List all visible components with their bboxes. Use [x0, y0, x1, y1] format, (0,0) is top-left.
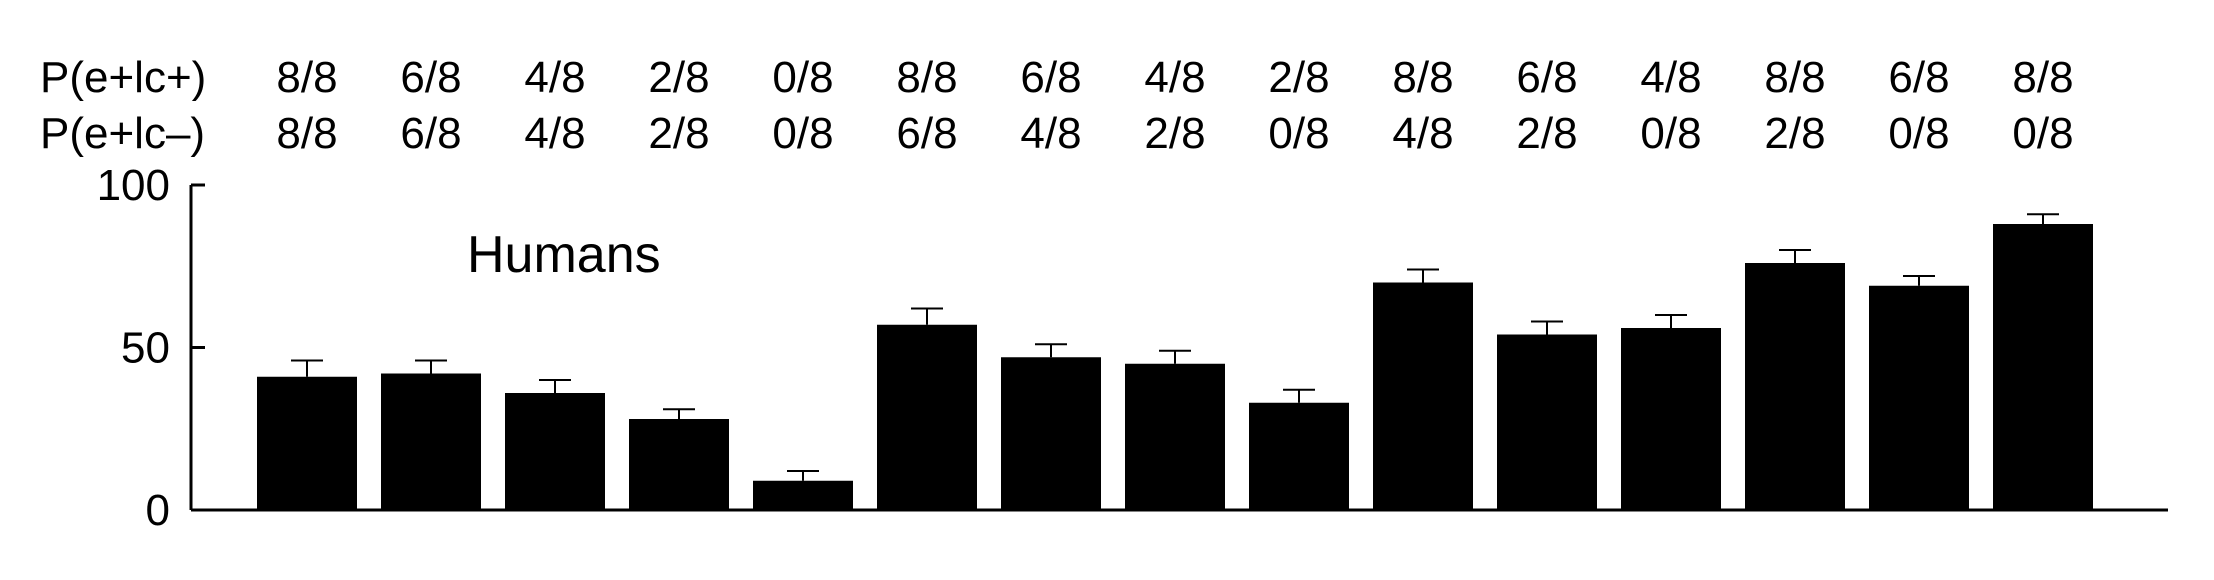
condition-value: 2/8 — [1764, 109, 1825, 158]
condition-value: 6/8 — [1516, 53, 1577, 102]
condition-value: 4/8 — [1144, 53, 1205, 102]
y-tick-label: 0 — [146, 486, 170, 535]
annotation-humans: Humans — [467, 226, 661, 284]
bar — [629, 419, 729, 510]
bar — [1249, 402, 1349, 510]
condition-value: 8/8 — [276, 53, 337, 102]
bar — [753, 480, 853, 510]
condition-value: 4/8 — [1392, 109, 1453, 158]
condition-value: 2/8 — [1144, 109, 1205, 158]
bar — [1001, 357, 1101, 510]
condition-value: 2/8 — [648, 109, 709, 158]
condition-value: 8/8 — [896, 53, 957, 102]
bar — [1745, 263, 1845, 510]
condition-value: 6/8 — [400, 53, 461, 102]
condition-value: 4/8 — [1020, 109, 1081, 158]
bar — [381, 373, 481, 510]
bar — [1373, 282, 1473, 510]
condition-value: 0/8 — [772, 109, 833, 158]
condition-value: 4/8 — [1640, 53, 1701, 102]
condition-value: 6/8 — [400, 109, 461, 158]
condition-value: 8/8 — [2012, 53, 2073, 102]
y-ticks: 0 50 100 — [97, 161, 205, 535]
condition-value: 6/8 — [1888, 53, 1949, 102]
bar — [1497, 334, 1597, 510]
condition-value: 6/8 — [1020, 53, 1081, 102]
condition-value: 4/8 — [524, 109, 585, 158]
condition-value: 8/8 — [1764, 53, 1825, 102]
condition-value: 0/8 — [2012, 109, 2073, 158]
condition-row-plus: 8/8 6/8 4/8 2/8 0/8 8/8 6/8 4/8 2/8 8/8 6/8 4/8 8/8 6… — [276, 53, 2073, 102]
row-label-p-e-lc-minus: P(e+lc–) — [40, 109, 205, 158]
bars — [257, 213, 2093, 510]
condition-value: 0/8 — [772, 53, 833, 102]
condition-value: 2/8 — [1268, 53, 1329, 102]
condition-value: 4/8 — [524, 53, 585, 102]
condition-value: 8/8 — [276, 109, 337, 158]
y-tick-label: 100 — [97, 161, 170, 210]
condition-row-minus: 8/8 6/8 4/8 2/8 0/8 6/8 4/8 2/8 0/8 4/8 2/8 0/8 2/8 0… — [276, 109, 2073, 158]
bar — [1869, 285, 1969, 510]
condition-value: 6/8 — [896, 109, 957, 158]
bar — [1125, 363, 1225, 510]
row-label-p-e-lc-plus: P(e+lc+) — [40, 53, 206, 102]
condition-value: 8/8 — [1392, 53, 1453, 102]
condition-value: 0/8 — [1888, 109, 1949, 158]
condition-value: 0/8 — [1268, 109, 1329, 158]
condition-value: 2/8 — [1516, 109, 1577, 158]
condition-value: 0/8 — [1640, 109, 1701, 158]
bar — [1993, 224, 2093, 510]
bar — [505, 393, 605, 510]
bar — [257, 376, 357, 510]
bar — [877, 324, 977, 510]
y-tick-label: 50 — [121, 324, 170, 373]
bar — [1621, 328, 1721, 510]
condition-value: 2/8 — [648, 53, 709, 102]
